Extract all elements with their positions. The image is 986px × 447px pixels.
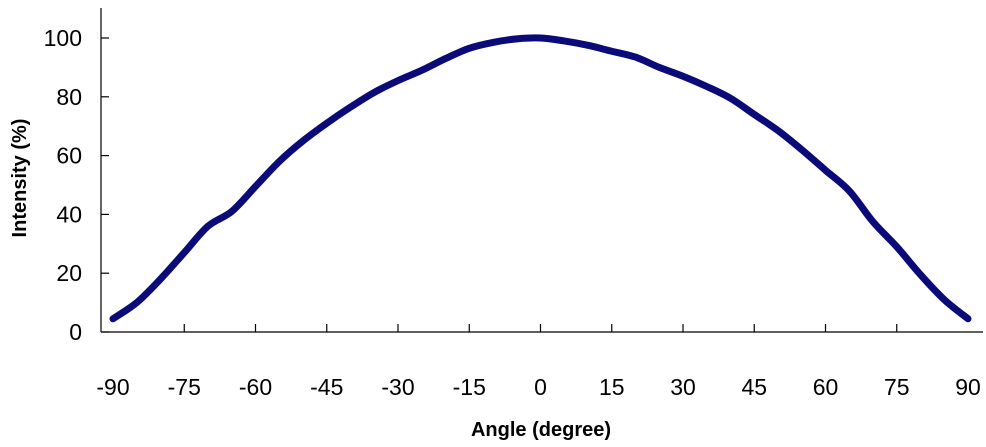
x-tick-label: 30 [670,374,696,400]
x-tick-label: 90 [955,374,981,400]
x-tick-label: -30 [381,374,414,400]
y-tick-label: 60 [56,143,82,169]
x-tick-label: 0 [534,374,547,400]
x-tick-label: 60 [813,374,839,400]
x-tick-label: -75 [168,374,201,400]
y-tick-label: 20 [56,260,82,286]
axes [100,8,983,333]
y-tick-label: 80 [56,84,82,110]
x-tick-label: -15 [453,374,486,400]
y-axis-title: Intensity (%) [9,119,31,238]
ticks [101,37,898,333]
y-tick-label: 0 [69,319,82,345]
x-tick-label: -90 [96,374,129,400]
intensity-series-line [109,34,972,323]
y-tick-label: 40 [56,201,82,227]
x-tick-label: 75 [884,374,910,400]
x-tick-label: -60 [239,374,272,400]
plot-area [109,34,972,323]
x-axis-title: Angle (degree) [471,419,611,441]
x-tick-label: 15 [599,374,625,400]
tick-labels: -90 -75 -60 -45 -30 -15 0 15 30 45 60 75 90 0 20 40 60 80… [44,25,981,400]
y-tick-label: 100 [44,25,82,51]
x-tick-label: -45 [310,374,343,400]
x-tick-label: 45 [741,374,767,400]
